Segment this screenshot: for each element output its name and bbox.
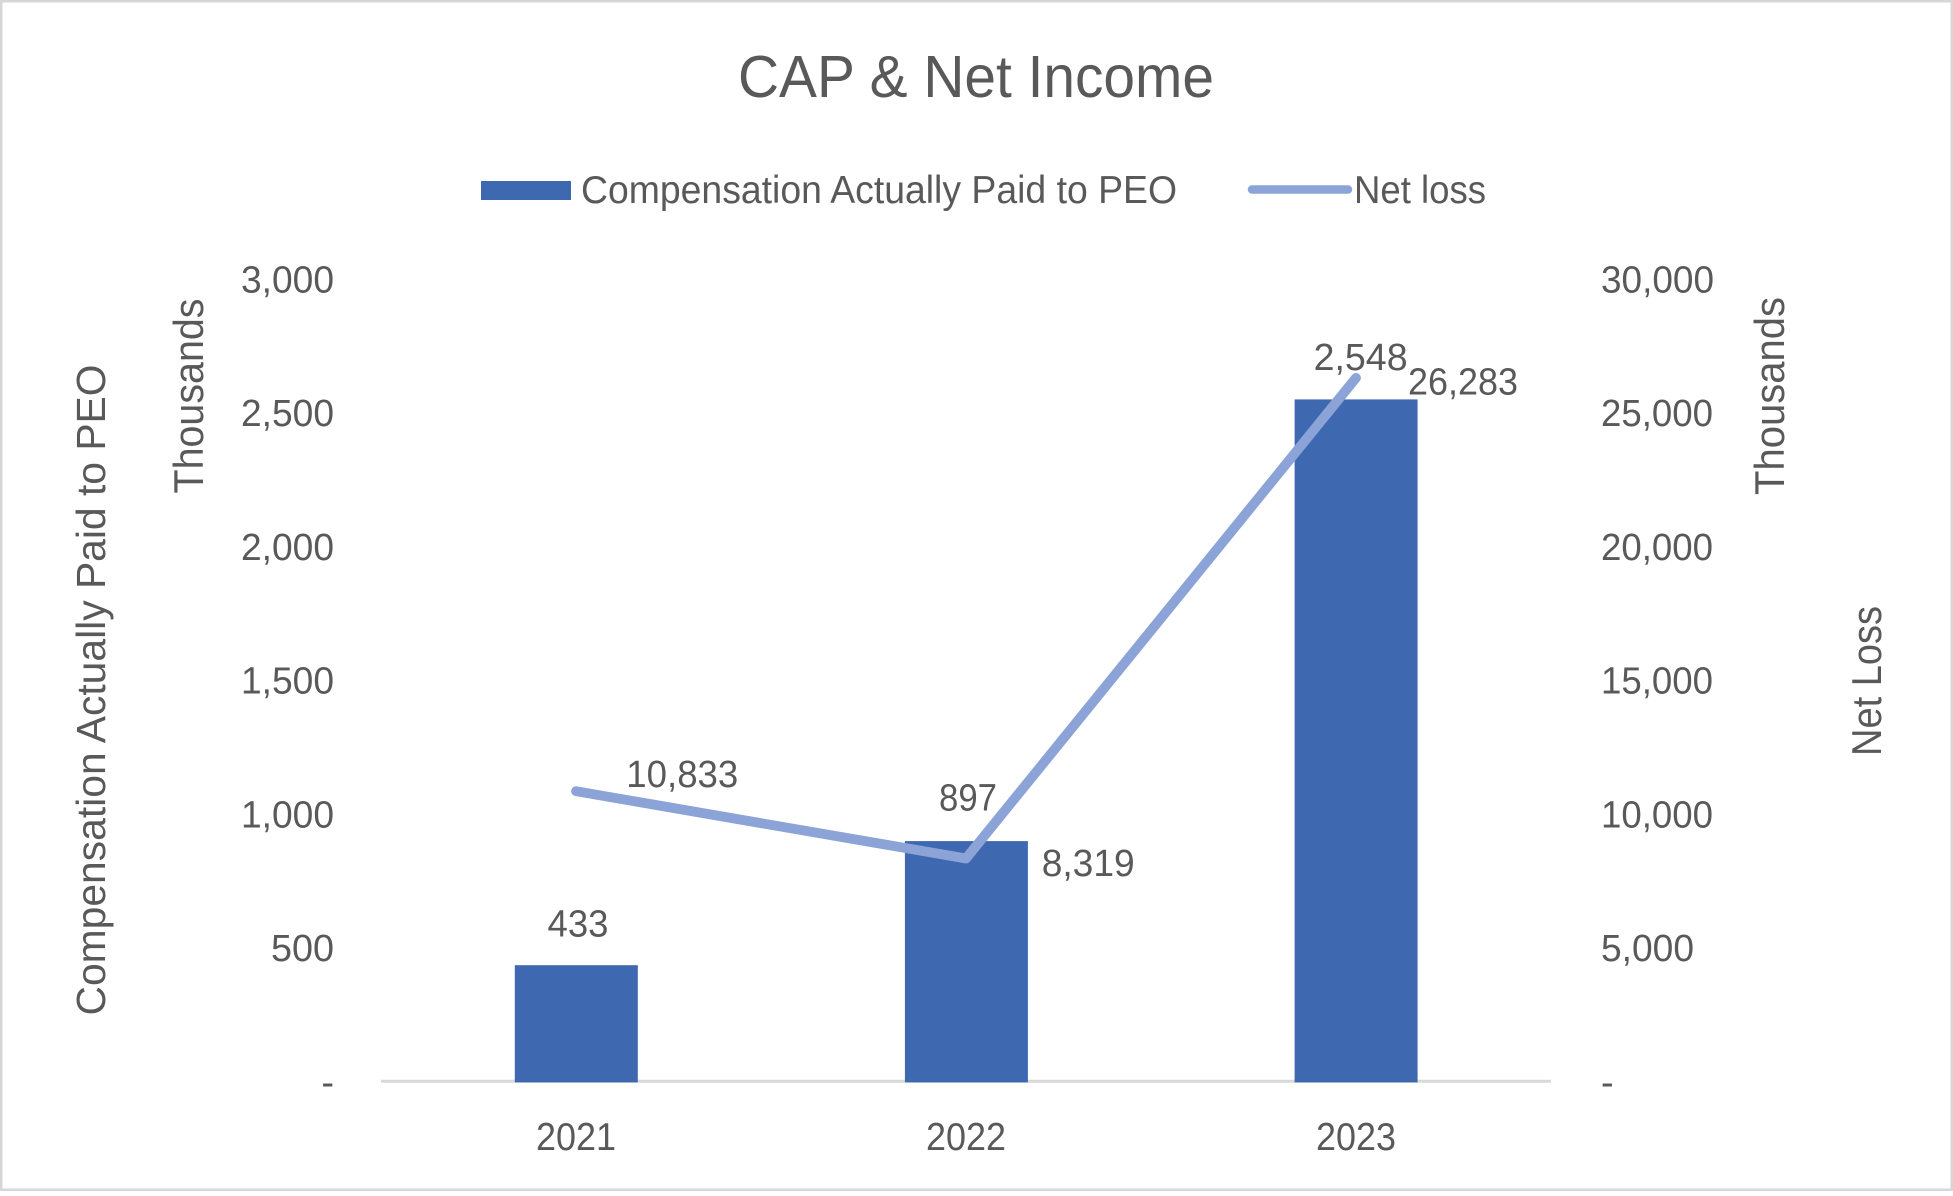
svg-text:26,283: 26,283 — [1408, 362, 1518, 404]
svg-text:2023: 2023 — [1316, 1116, 1396, 1159]
svg-text:2,500: 2,500 — [241, 393, 334, 435]
svg-text:-: - — [1601, 1062, 1614, 1104]
svg-text:897: 897 — [939, 778, 997, 820]
svg-text:8,319: 8,319 — [1042, 843, 1135, 885]
svg-text:Net Loss: Net Loss — [1843, 606, 1890, 756]
svg-text:Thousands: Thousands — [1746, 297, 1793, 495]
svg-text:30,000: 30,000 — [1601, 259, 1714, 301]
svg-text:10,833: 10,833 — [626, 754, 738, 796]
svg-text:Compensation Actually Paid to: Compensation Actually Paid to PEO — [581, 169, 1177, 212]
svg-text:2,000: 2,000 — [241, 527, 334, 569]
svg-text:5,000: 5,000 — [1601, 928, 1694, 970]
svg-text:10,000: 10,000 — [1601, 794, 1713, 836]
svg-text:2022: 2022 — [926, 1116, 1006, 1159]
svg-text:Net loss: Net loss — [1354, 169, 1486, 212]
svg-text:433: 433 — [548, 904, 609, 946]
svg-text:2,548: 2,548 — [1314, 337, 1408, 379]
svg-text:25,000: 25,000 — [1601, 393, 1713, 435]
svg-text:2021: 2021 — [536, 1116, 616, 1159]
svg-text:Compensation Actually Paid to: Compensation Actually Paid to PEO — [68, 365, 114, 1016]
svg-text:3,000: 3,000 — [241, 259, 334, 301]
svg-text:1,500: 1,500 — [241, 661, 334, 703]
svg-text:500: 500 — [271, 928, 334, 970]
svg-text:1,000: 1,000 — [241, 794, 334, 836]
svg-text:CAP & Net Income: CAP & Net Income — [738, 44, 1214, 110]
svg-text:15,000: 15,000 — [1601, 661, 1713, 703]
svg-text:20,000: 20,000 — [1601, 527, 1713, 569]
svg-text:Thousands: Thousands — [165, 299, 212, 494]
svg-text:-: - — [321, 1062, 334, 1104]
